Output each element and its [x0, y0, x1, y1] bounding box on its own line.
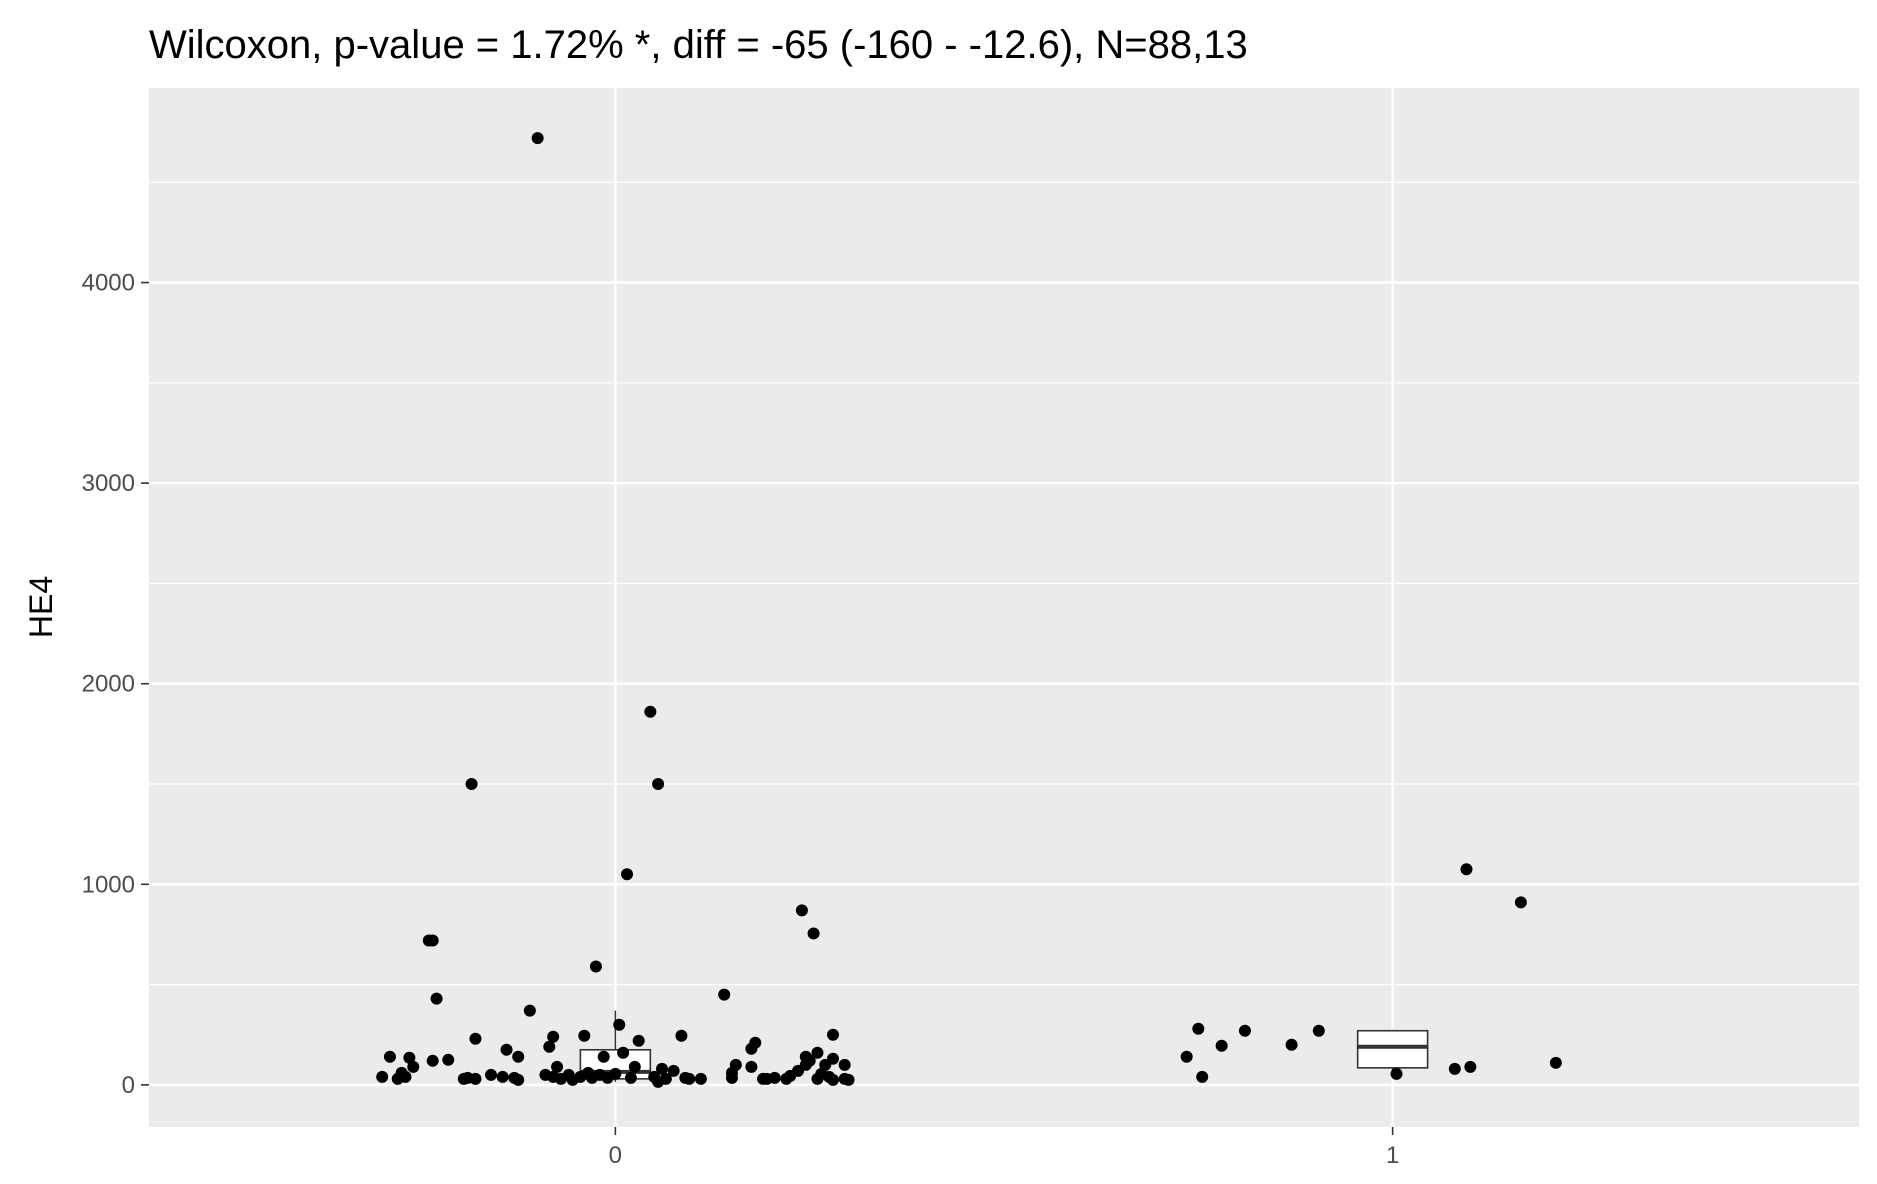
data-point: [496, 1070, 509, 1083]
data-point: [803, 1054, 816, 1067]
data-point: [1180, 1050, 1193, 1063]
data-point: [621, 868, 634, 881]
box-iqr: [1356, 1029, 1429, 1069]
data-point: [426, 1054, 439, 1067]
data-point: [1549, 1056, 1562, 1069]
data-point: [403, 1051, 416, 1064]
data-point: [718, 988, 731, 1001]
data-point: [683, 1072, 696, 1085]
chart-title: Wilcoxon, p-value = 1.72% *, diff = -65 …: [149, 23, 1248, 67]
y-axis-title: HE4: [23, 576, 59, 638]
x-tick-label: 0: [609, 1142, 622, 1169]
data-point: [795, 904, 808, 917]
data-point: [624, 1071, 637, 1084]
data-point: [659, 1072, 672, 1085]
data-point: [543, 1040, 556, 1053]
data-point: [485, 1068, 497, 1081]
data-point: [745, 1060, 758, 1073]
data-point: [807, 927, 820, 940]
data-point: [383, 1050, 396, 1063]
data-point: [1196, 1070, 1209, 1083]
y-tick-label: 0: [122, 1072, 135, 1099]
data-point: [652, 778, 665, 791]
grid-layer: [149, 88, 1859, 1127]
data-point: [667, 1064, 680, 1077]
data-point: [617, 1046, 630, 1059]
data-point: [827, 1052, 839, 1065]
data-point: [430, 992, 443, 1005]
data-point: [1238, 1024, 1251, 1037]
y-tick-label: 4000: [82, 270, 135, 297]
data-point: [597, 1050, 610, 1063]
data-point: [469, 1072, 482, 1085]
data-point: [1390, 1067, 1403, 1080]
data-point: [609, 1067, 622, 1080]
data-point: [827, 1028, 839, 1041]
boxplot-1: [1356, 1029, 1429, 1076]
data-point: [465, 778, 478, 791]
data-point: [512, 1050, 525, 1063]
data-point: [426, 934, 439, 947]
data-point: [523, 1004, 536, 1017]
data-point: [500, 1043, 513, 1056]
data-point: [1312, 1024, 1325, 1037]
data-point: [656, 1062, 668, 1075]
data-point: [1192, 1022, 1205, 1035]
data-point: [1464, 1060, 1477, 1073]
data-point: [749, 1036, 762, 1049]
data-point: [589, 960, 602, 973]
data-point: [512, 1073, 525, 1086]
data-point: [547, 1030, 560, 1043]
data-point: [842, 1073, 855, 1086]
y-tick-label: 2000: [82, 671, 135, 698]
data-point: [632, 1034, 645, 1047]
data-point: [376, 1070, 389, 1083]
data-point: [399, 1070, 412, 1083]
data-point: [827, 1073, 839, 1086]
y-tick-label: 3000: [82, 470, 135, 497]
data-point: [694, 1072, 707, 1085]
x-tick-label: 1: [1386, 1142, 1399, 1169]
data-point: [729, 1058, 742, 1071]
data-point: [811, 1046, 824, 1059]
y-tick-label: 1000: [82, 871, 135, 898]
data-point: [644, 705, 657, 718]
data-point: [407, 1060, 420, 1073]
data-point: [469, 1032, 482, 1045]
axis-layer: 0 1000 2000 3000 4000 0 1: [82, 270, 1400, 1169]
data-point: [725, 1071, 738, 1084]
data-point: [1448, 1062, 1461, 1075]
data-point: [628, 1060, 641, 1073]
plot-panel: [149, 88, 1859, 1127]
data-point: [578, 1029, 591, 1042]
data-point: [531, 132, 544, 145]
data-point: [838, 1058, 851, 1071]
data-point: [1514, 896, 1527, 909]
data-point: [1285, 1038, 1298, 1051]
data-point: [613, 1018, 626, 1031]
data-point: [1460, 863, 1473, 876]
points-layer: [376, 132, 1562, 1088]
data-point: [551, 1060, 564, 1073]
data-point: [1215, 1039, 1228, 1052]
data-point: [442, 1053, 455, 1066]
data-point: [768, 1071, 781, 1084]
data-point: [675, 1029, 688, 1042]
